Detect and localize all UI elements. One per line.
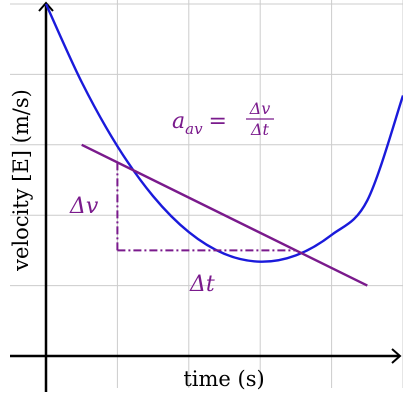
average-acceleration-label: aav = — [172, 109, 227, 138]
axes — [10, 1, 402, 392]
delta-v-label: Δv — [69, 194, 99, 219]
y-axis-label: velocity [E] (m/s) — [9, 89, 33, 272]
delta-t-label: Δt — [189, 272, 215, 297]
fraction-numerator: Δv — [249, 99, 271, 118]
y-axis-arrowhead — [38, 1, 54, 12]
x-axis-arrowhead — [391, 348, 402, 364]
secant-line — [81, 143, 368, 287]
grid — [10, 0, 403, 388]
velocity-curve — [44, 3, 403, 263]
fraction-denominator: Δt — [250, 120, 270, 139]
x-axis-label: time (s) — [183, 367, 264, 391]
